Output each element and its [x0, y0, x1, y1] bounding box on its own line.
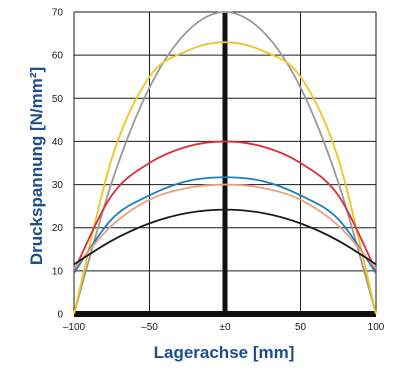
y-tick-label-4: 40 [52, 137, 64, 148]
tick-labels: 0 10 20 30 40 50 60 70 –100 –50 ±0 50 100 [52, 8, 385, 334]
x-tick-label-4: 100 [368, 322, 385, 333]
y-tick-label-3: 30 [52, 180, 64, 191]
x-tick-label-2: ±0 [219, 322, 230, 333]
y-tick-label-7: 70 [52, 8, 64, 19]
x-tick-label-0: –100 [63, 322, 86, 333]
series-line-5 [73, 208, 377, 266]
series-line-1 [73, 41, 377, 315]
y-axis-title: Druckspannung [N/mm²] [27, 67, 46, 265]
y-tick-label-6: 60 [52, 51, 64, 62]
x-tick-label-1: –50 [141, 322, 158, 333]
series-line-0 [73, 11, 377, 315]
series-line-3 [73, 176, 377, 274]
x-axis-title: Lagerachse [mm] [154, 343, 295, 362]
x-tick-label-3: 50 [295, 322, 307, 333]
series-line-2 [73, 140, 377, 272]
y-tick-label-1: 10 [52, 266, 64, 277]
y-tick-label-2: 20 [52, 223, 64, 234]
y-tick-label-0: 0 [57, 310, 63, 321]
series-line-4 [73, 183, 377, 270]
y-tick-label-5: 50 [52, 94, 64, 105]
data-series [73, 11, 377, 315]
